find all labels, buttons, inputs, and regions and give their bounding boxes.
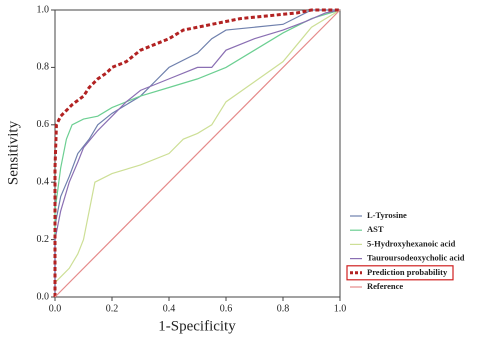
y-tick-label: 0.0 [37,291,50,302]
x-tick-label: 0.4 [163,303,176,314]
legend-label: L-Tyrosine [367,210,407,220]
x-tick-label: 1.0 [334,303,347,314]
y-tick-label: 1.0 [37,4,50,15]
legend-label: Reference [367,281,403,291]
x-tick-label: 0.0 [49,303,62,314]
x-axis-label: 1-Specificity [158,318,236,334]
legend-label: 5-Hydroxyhexanoic acid [367,238,456,248]
legend-label: Prediction probability [367,267,448,277]
roc-curve [54,9,341,297]
roc-curve [54,9,341,298]
x-tick-label: 0.8 [277,303,290,314]
roc-curve [54,9,341,297]
y-tick-label: 0.4 [37,176,50,187]
legend-label: Tauroursodeoxycholic acid [367,253,465,263]
roc-curve [53,8,340,297]
y-tick-label: 0.6 [37,119,50,130]
y-tick-label: 0.2 [37,234,50,245]
y-axis-label: Sensitivity [5,120,21,185]
x-tick-label: 0.2 [106,303,119,314]
y-tick-label: 0.8 [37,62,50,73]
legend-highlight [346,265,454,281]
legend-label: AST [367,224,384,234]
x-tick-label: 0.6 [220,303,233,314]
